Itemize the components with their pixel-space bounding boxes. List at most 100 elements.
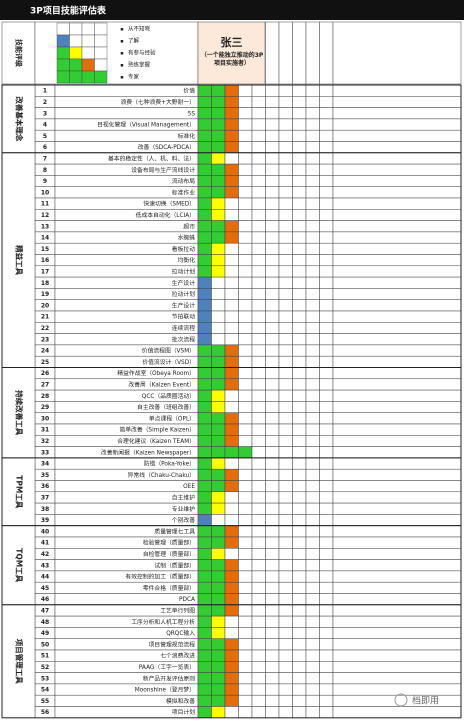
rating-cell xyxy=(238,412,253,425)
rating-cell xyxy=(238,378,253,391)
rating-cell xyxy=(265,672,280,685)
rating-cell xyxy=(278,107,293,120)
rating-cell xyxy=(292,412,307,425)
rating-cell-filled xyxy=(197,649,212,662)
rating-cell-filled xyxy=(211,638,226,651)
skill-name: 模拟和改善 xyxy=(166,697,195,705)
rating-cell xyxy=(319,152,334,165)
rating-cell xyxy=(319,706,334,719)
rating-cell xyxy=(278,242,293,255)
rating-cell xyxy=(251,288,266,300)
comment-cell xyxy=(332,242,462,255)
rating-cell xyxy=(305,502,320,515)
comment-cell xyxy=(332,548,462,560)
rating-cell xyxy=(224,299,239,312)
rating-cell-filled xyxy=(211,84,226,97)
rating-cell-filled xyxy=(197,480,212,493)
rating-cell xyxy=(251,446,266,459)
rating-cell xyxy=(251,220,266,233)
group-name: 精益工具 xyxy=(15,245,25,275)
rating-cell xyxy=(305,96,320,108)
rating-cell xyxy=(292,536,307,549)
comment-cell xyxy=(332,412,462,425)
skill-name: 项目计划 xyxy=(172,708,195,716)
rating-cell xyxy=(278,525,293,538)
rating-cell-filled xyxy=(211,163,226,176)
comment-cell xyxy=(332,480,462,493)
rating-cell xyxy=(265,344,280,357)
skill-name: 精益作战室（Obeya Room） xyxy=(117,369,195,377)
rating-cell xyxy=(265,152,280,165)
rating-cell xyxy=(292,593,307,606)
rating-cell xyxy=(251,355,266,368)
rating-cell xyxy=(278,604,293,617)
rating-cell-filled xyxy=(197,254,212,267)
rating-cell xyxy=(292,288,307,300)
rating-cell-filled xyxy=(211,446,226,459)
rating-cell xyxy=(305,604,320,617)
skill-name: PDCA xyxy=(179,597,195,603)
legend-swatch xyxy=(69,58,83,72)
rating-cell-filled xyxy=(211,378,226,391)
rating-cell xyxy=(224,197,239,210)
rating-cell-filled xyxy=(197,672,212,685)
rating-cell xyxy=(265,118,280,131)
rating-cell xyxy=(319,536,334,549)
rating-cell xyxy=(319,468,334,481)
rating-cell xyxy=(238,604,253,617)
comment-cell xyxy=(332,683,462,696)
rating-cell xyxy=(292,649,307,662)
rating-cell xyxy=(251,231,266,244)
watermark-icon xyxy=(394,693,408,707)
row-number: 9 xyxy=(43,178,47,185)
rating-cell xyxy=(305,389,320,402)
skill-name: 改善新闻报（Kaizen Newspaper） xyxy=(101,448,195,456)
skill-name: QCC（品质圈活动） xyxy=(142,392,195,400)
rating-cell xyxy=(224,627,239,639)
rating-cell-filled xyxy=(197,706,212,719)
rating-cell-filled xyxy=(211,491,226,504)
legend-bullet: ▪ xyxy=(120,39,123,45)
rating-cell xyxy=(292,525,307,538)
row-number: 5 xyxy=(43,133,47,140)
rating-cell xyxy=(265,333,280,346)
rating-cell xyxy=(292,502,307,515)
rating-cell xyxy=(319,480,334,493)
rating-cell-filled xyxy=(211,581,226,594)
rating-cell xyxy=(278,367,293,380)
rating-cell xyxy=(251,468,266,481)
rating-cell xyxy=(292,694,307,707)
rating-cell xyxy=(265,694,280,707)
rating-cell xyxy=(292,276,307,289)
rating-cell xyxy=(305,694,320,707)
rating-cell xyxy=(278,435,293,447)
rating-cell xyxy=(319,276,334,289)
rating-cell xyxy=(305,310,320,323)
rating-cell xyxy=(224,502,239,515)
skill-name: 浪费（七种浪费+大野耐一） xyxy=(121,98,195,106)
rating-cell xyxy=(292,355,307,368)
title-bar xyxy=(0,0,464,20)
rating-cell xyxy=(305,378,320,391)
rating-cell xyxy=(278,491,293,504)
rating-cell-filled xyxy=(211,265,226,278)
rating-cell-filled xyxy=(197,615,212,628)
rating-cell xyxy=(305,514,320,526)
rating-cell xyxy=(265,254,280,267)
rating-cell xyxy=(238,559,253,572)
rating-cell xyxy=(265,141,280,154)
rating-cell-filled xyxy=(211,468,226,481)
rating-cell xyxy=(292,401,307,413)
rating-cell xyxy=(251,423,266,436)
rating-cell xyxy=(292,457,307,470)
rating-cell xyxy=(251,197,266,210)
rating-cell-filled xyxy=(197,435,212,447)
skill-name: 目视化管理（Visual Management） xyxy=(97,121,195,129)
rating-cell xyxy=(265,581,280,594)
rating-cell-filled xyxy=(211,344,226,357)
rating-cell xyxy=(251,96,266,108)
rating-cell xyxy=(278,423,293,436)
rating-cell xyxy=(251,107,266,120)
rating-cell xyxy=(278,141,293,154)
rating-cell xyxy=(319,627,334,639)
